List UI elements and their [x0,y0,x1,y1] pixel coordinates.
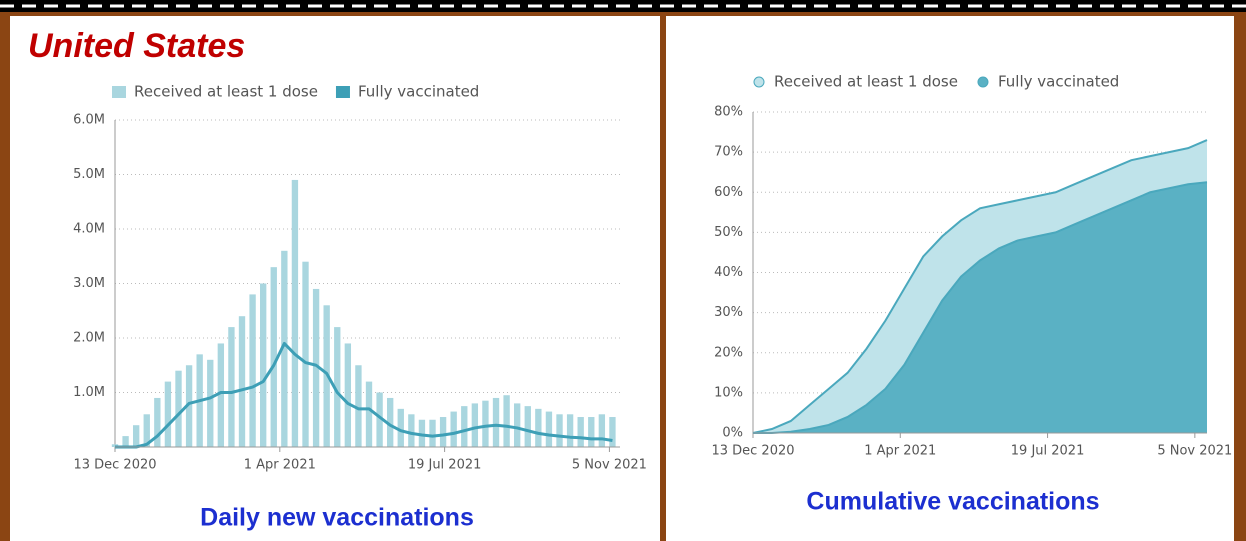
bar [302,261,309,447]
chart-right: 0% 10% 20% 30% 40% 50% 60% 70% 80% 13 Dec 2020 1 A… [711,73,1232,516]
caption: Daily new vaccinations [200,504,474,532]
left-panel [10,16,660,541]
bar [408,414,415,447]
bar [270,267,277,447]
x-tick-label: 1 Apr 2021 [864,444,936,459]
bar [429,419,436,447]
bar [503,395,510,447]
y-tick-label: 80% [714,105,743,120]
bar [609,417,616,447]
chart-left: 1.0M 2.0M 3.0M 4.0M 5.0M 6.0M 13 Dec 2020 1 Apr… [73,83,647,532]
bar [439,417,447,447]
bar [164,381,172,447]
bar [344,343,352,447]
area [753,182,1207,433]
line [115,341,613,449]
bar [588,417,595,447]
bar [238,316,246,447]
y-tick-label: 10% [714,385,743,400]
bar [175,370,182,447]
bar [450,411,457,447]
legend-swatch [335,86,350,98]
x-tick-label: 13 Dec 2020 [711,444,794,459]
x-tick-label: 5 Nov 2021 [572,458,647,473]
area-edge [752,139,1208,434]
bar [281,250,288,447]
y-tick-label: 70% [714,145,743,160]
bar [418,419,426,447]
y-tick-label: 5.0M [73,167,105,182]
bar [397,408,404,447]
y-tick-label: 30% [714,305,743,320]
area-edge [753,181,1208,434]
x-tick-label: 13 Dec 2020 [73,458,156,473]
bar [556,414,563,447]
bar [514,403,521,447]
bar [228,327,235,447]
y-tick-label: 3.0M [73,276,105,291]
legend-label: Fully vaccinated [998,73,1119,91]
bar [143,414,150,447]
y-tick-label: 20% [714,345,743,360]
caption: Cumulative vaccinations [806,488,1099,516]
bar [207,359,214,447]
bar [577,417,584,447]
y-tick-label: 0% [722,426,743,441]
bar [291,179,299,447]
x-tick-label: 5 Nov 2021 [1157,444,1232,459]
bar [461,406,468,447]
y-tick-label: 6.0M [73,113,105,128]
legend-label: Received at least 1 dose [134,83,318,101]
bar [566,414,574,447]
y-tick-label: 1.0M [73,385,105,400]
heading: United States [28,27,245,65]
bar [122,436,129,447]
bar [259,283,267,447]
y-tick-label: 50% [714,225,743,240]
bar [132,425,140,447]
bar [524,406,531,447]
bar [217,343,225,447]
y-tick-label: 2.0M [73,331,105,346]
bar [482,400,489,447]
bar [545,411,553,447]
legend-label: Fully vaccinated [358,83,479,101]
bar [387,397,394,447]
bar [376,392,383,447]
bar [365,381,373,447]
y-tick-label: 40% [714,265,743,280]
bar [154,397,161,447]
x-tick-label: 19 Jul 2021 [1011,444,1085,459]
bar [355,365,362,447]
legend-swatch [977,76,989,88]
legend-swatch [112,86,126,98]
bar [185,365,193,447]
bar [334,327,341,447]
y-tick-label: 60% [714,185,743,200]
bar [249,294,256,447]
y-tick-label: 4.0M [73,222,105,237]
legend-swatch [753,76,765,88]
bar [492,397,500,447]
bar [535,408,542,447]
bar [598,414,606,447]
bar [312,288,320,447]
x-tick-label: 19 Jul 2021 [408,458,482,473]
x-tick-label: 1 Apr 2021 [244,458,316,473]
legend-label: Received at least 1 dose [774,73,958,91]
bar [471,403,479,447]
